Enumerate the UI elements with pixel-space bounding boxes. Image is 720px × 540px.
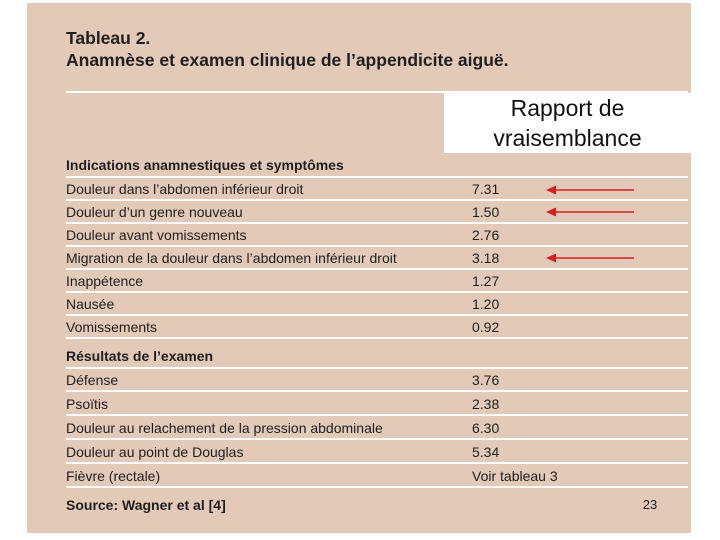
table-row: Vomissements 0.92 <box>66 316 688 339</box>
row-label: Psoïtis <box>66 396 109 412</box>
row-value: 7.31 <box>472 181 500 197</box>
table-title: Tableau 2. <box>66 28 151 48</box>
row-label: Douleur d’un genre nouveau <box>66 204 243 220</box>
row-label: Douleur au point de Douglas <box>66 444 244 460</box>
table-subtitle: Anamnèse et examen clinique de l’appendi… <box>66 50 509 70</box>
row-value: 2.76 <box>472 227 500 243</box>
row-label: Douleur au relachement de la pression ab… <box>66 420 383 436</box>
section-heading-examination: Résultats de l’examen <box>66 348 214 364</box>
table-row: Défense 3.76 <box>66 369 688 392</box>
section-rule <box>66 176 688 178</box>
row-label: Vomissements <box>66 319 158 335</box>
row-label: Migration de la douleur dans l’abdomen i… <box>66 250 397 266</box>
table-row: Douleur au point de Douglas 5.34 <box>66 441 688 464</box>
row-label: Fièvre (rectale) <box>66 468 161 484</box>
row-value: 6.30 <box>472 420 500 436</box>
row-label: Inappétence <box>66 273 144 289</box>
row-value: 2.38 <box>472 396 500 412</box>
table-row: Nausée 1.20 <box>66 293 688 316</box>
table-row: Fièvre (rectale) Voir tableau 3 <box>66 465 688 488</box>
row-value: 1.50 <box>472 204 500 220</box>
page-number: 23 <box>642 497 658 512</box>
section-rule <box>66 367 688 369</box>
row-label: Nausée <box>66 296 115 312</box>
row-label: Douleur dans l’abdomen inférieur droit <box>66 181 304 197</box>
table-row: Douleur au relachement de la pression ab… <box>66 417 688 440</box>
row-value: 1.20 <box>472 296 500 312</box>
ratio-header-line-2: vraisemblance <box>493 125 642 151</box>
table-row: Douleur dans l’abdomen inférieur droit 7… <box>66 178 688 201</box>
row-label: Douleur avant vomissements <box>66 227 247 243</box>
row-value: 3.76 <box>472 372 500 388</box>
table-row: Migration de la douleur dans l’abdomen i… <box>66 247 688 270</box>
arrow-left-icon <box>546 253 634 263</box>
top-rule <box>66 91 688 93</box>
ratio-header-box: Rapport de vraisemblance <box>444 93 691 153</box>
section-heading-anamnesis: Indications anamnestiques et symptômes <box>66 157 344 173</box>
source-note: Source: Wagner et al [4] <box>66 497 226 513</box>
row-label: Défense <box>66 372 119 388</box>
row-value: 5.34 <box>472 444 500 460</box>
table-row: Douleur avant vomissements 2.76 <box>66 224 688 247</box>
row-value: Voir tableau 3 <box>472 468 558 484</box>
table-row: Inappétence 1.27 <box>66 270 688 293</box>
row-value: 1.27 <box>472 273 500 289</box>
table-row: Douleur d’un genre nouveau 1.50 <box>66 201 688 224</box>
ratio-header-line-1: Rapport de <box>510 95 625 121</box>
arrow-left-icon <box>546 185 634 195</box>
row-value: 3.18 <box>472 250 500 266</box>
arrow-left-icon <box>546 207 634 217</box>
table-row: Psoïtis 2.38 <box>66 393 688 416</box>
row-value: 0.92 <box>472 319 500 335</box>
